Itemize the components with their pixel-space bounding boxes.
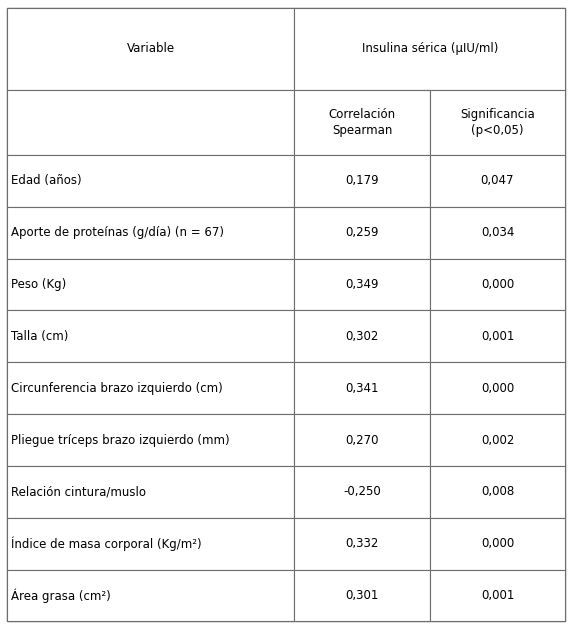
Text: 0,179: 0,179 xyxy=(345,174,379,187)
Bar xyxy=(430,518,565,570)
Text: 0,270: 0,270 xyxy=(345,433,379,447)
Bar xyxy=(295,466,430,518)
Bar xyxy=(295,259,430,310)
Text: Circunferencia brazo izquierdo (cm): Circunferencia brazo izquierdo (cm) xyxy=(11,382,223,394)
Text: 0,332: 0,332 xyxy=(345,537,379,550)
Bar xyxy=(7,259,295,310)
Bar xyxy=(295,414,430,466)
Text: Significancia
(p<0,05): Significancia (p<0,05) xyxy=(460,108,535,137)
Bar xyxy=(295,207,430,259)
Bar xyxy=(430,414,565,466)
Text: 0,001: 0,001 xyxy=(480,330,514,343)
Text: Insulina sérica (μIU/ml): Insulina sérica (μIU/ml) xyxy=(362,43,498,55)
Bar xyxy=(430,466,565,518)
Text: Área grasa (cm²): Área grasa (cm²) xyxy=(11,588,111,603)
Bar xyxy=(7,414,295,466)
Bar xyxy=(430,91,565,155)
Text: 0,301: 0,301 xyxy=(345,589,379,602)
Text: Edad (años): Edad (años) xyxy=(11,174,82,187)
Bar xyxy=(430,207,565,259)
Text: 0,034: 0,034 xyxy=(480,226,514,239)
Bar xyxy=(7,466,295,518)
Text: 0,008: 0,008 xyxy=(481,486,514,498)
Text: 0,000: 0,000 xyxy=(481,382,514,394)
Bar xyxy=(295,570,430,621)
Bar xyxy=(295,362,430,414)
Bar xyxy=(7,518,295,570)
Text: 0,001: 0,001 xyxy=(480,589,514,602)
Text: 0,047: 0,047 xyxy=(480,174,514,187)
Text: Correlación
Spearman: Correlación Spearman xyxy=(328,108,396,137)
Text: 0,000: 0,000 xyxy=(481,278,514,291)
Bar xyxy=(295,518,430,570)
Bar xyxy=(7,207,295,259)
Text: -0,250: -0,250 xyxy=(343,486,381,498)
Bar xyxy=(295,8,565,91)
Bar xyxy=(295,91,430,155)
Text: Relación cintura/muslo: Relación cintura/muslo xyxy=(11,486,146,498)
Text: 0,302: 0,302 xyxy=(345,330,379,343)
Bar xyxy=(7,91,295,155)
Text: 0,259: 0,259 xyxy=(345,226,379,239)
Text: 0,000: 0,000 xyxy=(481,537,514,550)
Text: Talla (cm): Talla (cm) xyxy=(11,330,69,343)
Bar xyxy=(295,310,430,362)
Text: Pliegue tríceps brazo izquierdo (mm): Pliegue tríceps brazo izquierdo (mm) xyxy=(11,433,230,447)
Text: Peso (Kg): Peso (Kg) xyxy=(11,278,67,291)
Text: 0,002: 0,002 xyxy=(480,433,514,447)
Text: 0,341: 0,341 xyxy=(345,382,379,394)
Text: Variable: Variable xyxy=(126,43,174,55)
Text: 0,349: 0,349 xyxy=(345,278,379,291)
Bar xyxy=(430,259,565,310)
Bar xyxy=(7,310,295,362)
Bar xyxy=(7,362,295,414)
Text: Aporte de proteínas (g/día) (n = 67): Aporte de proteínas (g/día) (n = 67) xyxy=(11,226,224,239)
Bar xyxy=(430,570,565,621)
Text: Índice de masa corporal (Kg/m²): Índice de masa corporal (Kg/m²) xyxy=(11,537,202,551)
Bar xyxy=(295,155,430,207)
Bar xyxy=(7,155,295,207)
Bar xyxy=(430,310,565,362)
Bar xyxy=(430,362,565,414)
Bar xyxy=(7,8,295,91)
Bar xyxy=(430,155,565,207)
Bar xyxy=(7,570,295,621)
